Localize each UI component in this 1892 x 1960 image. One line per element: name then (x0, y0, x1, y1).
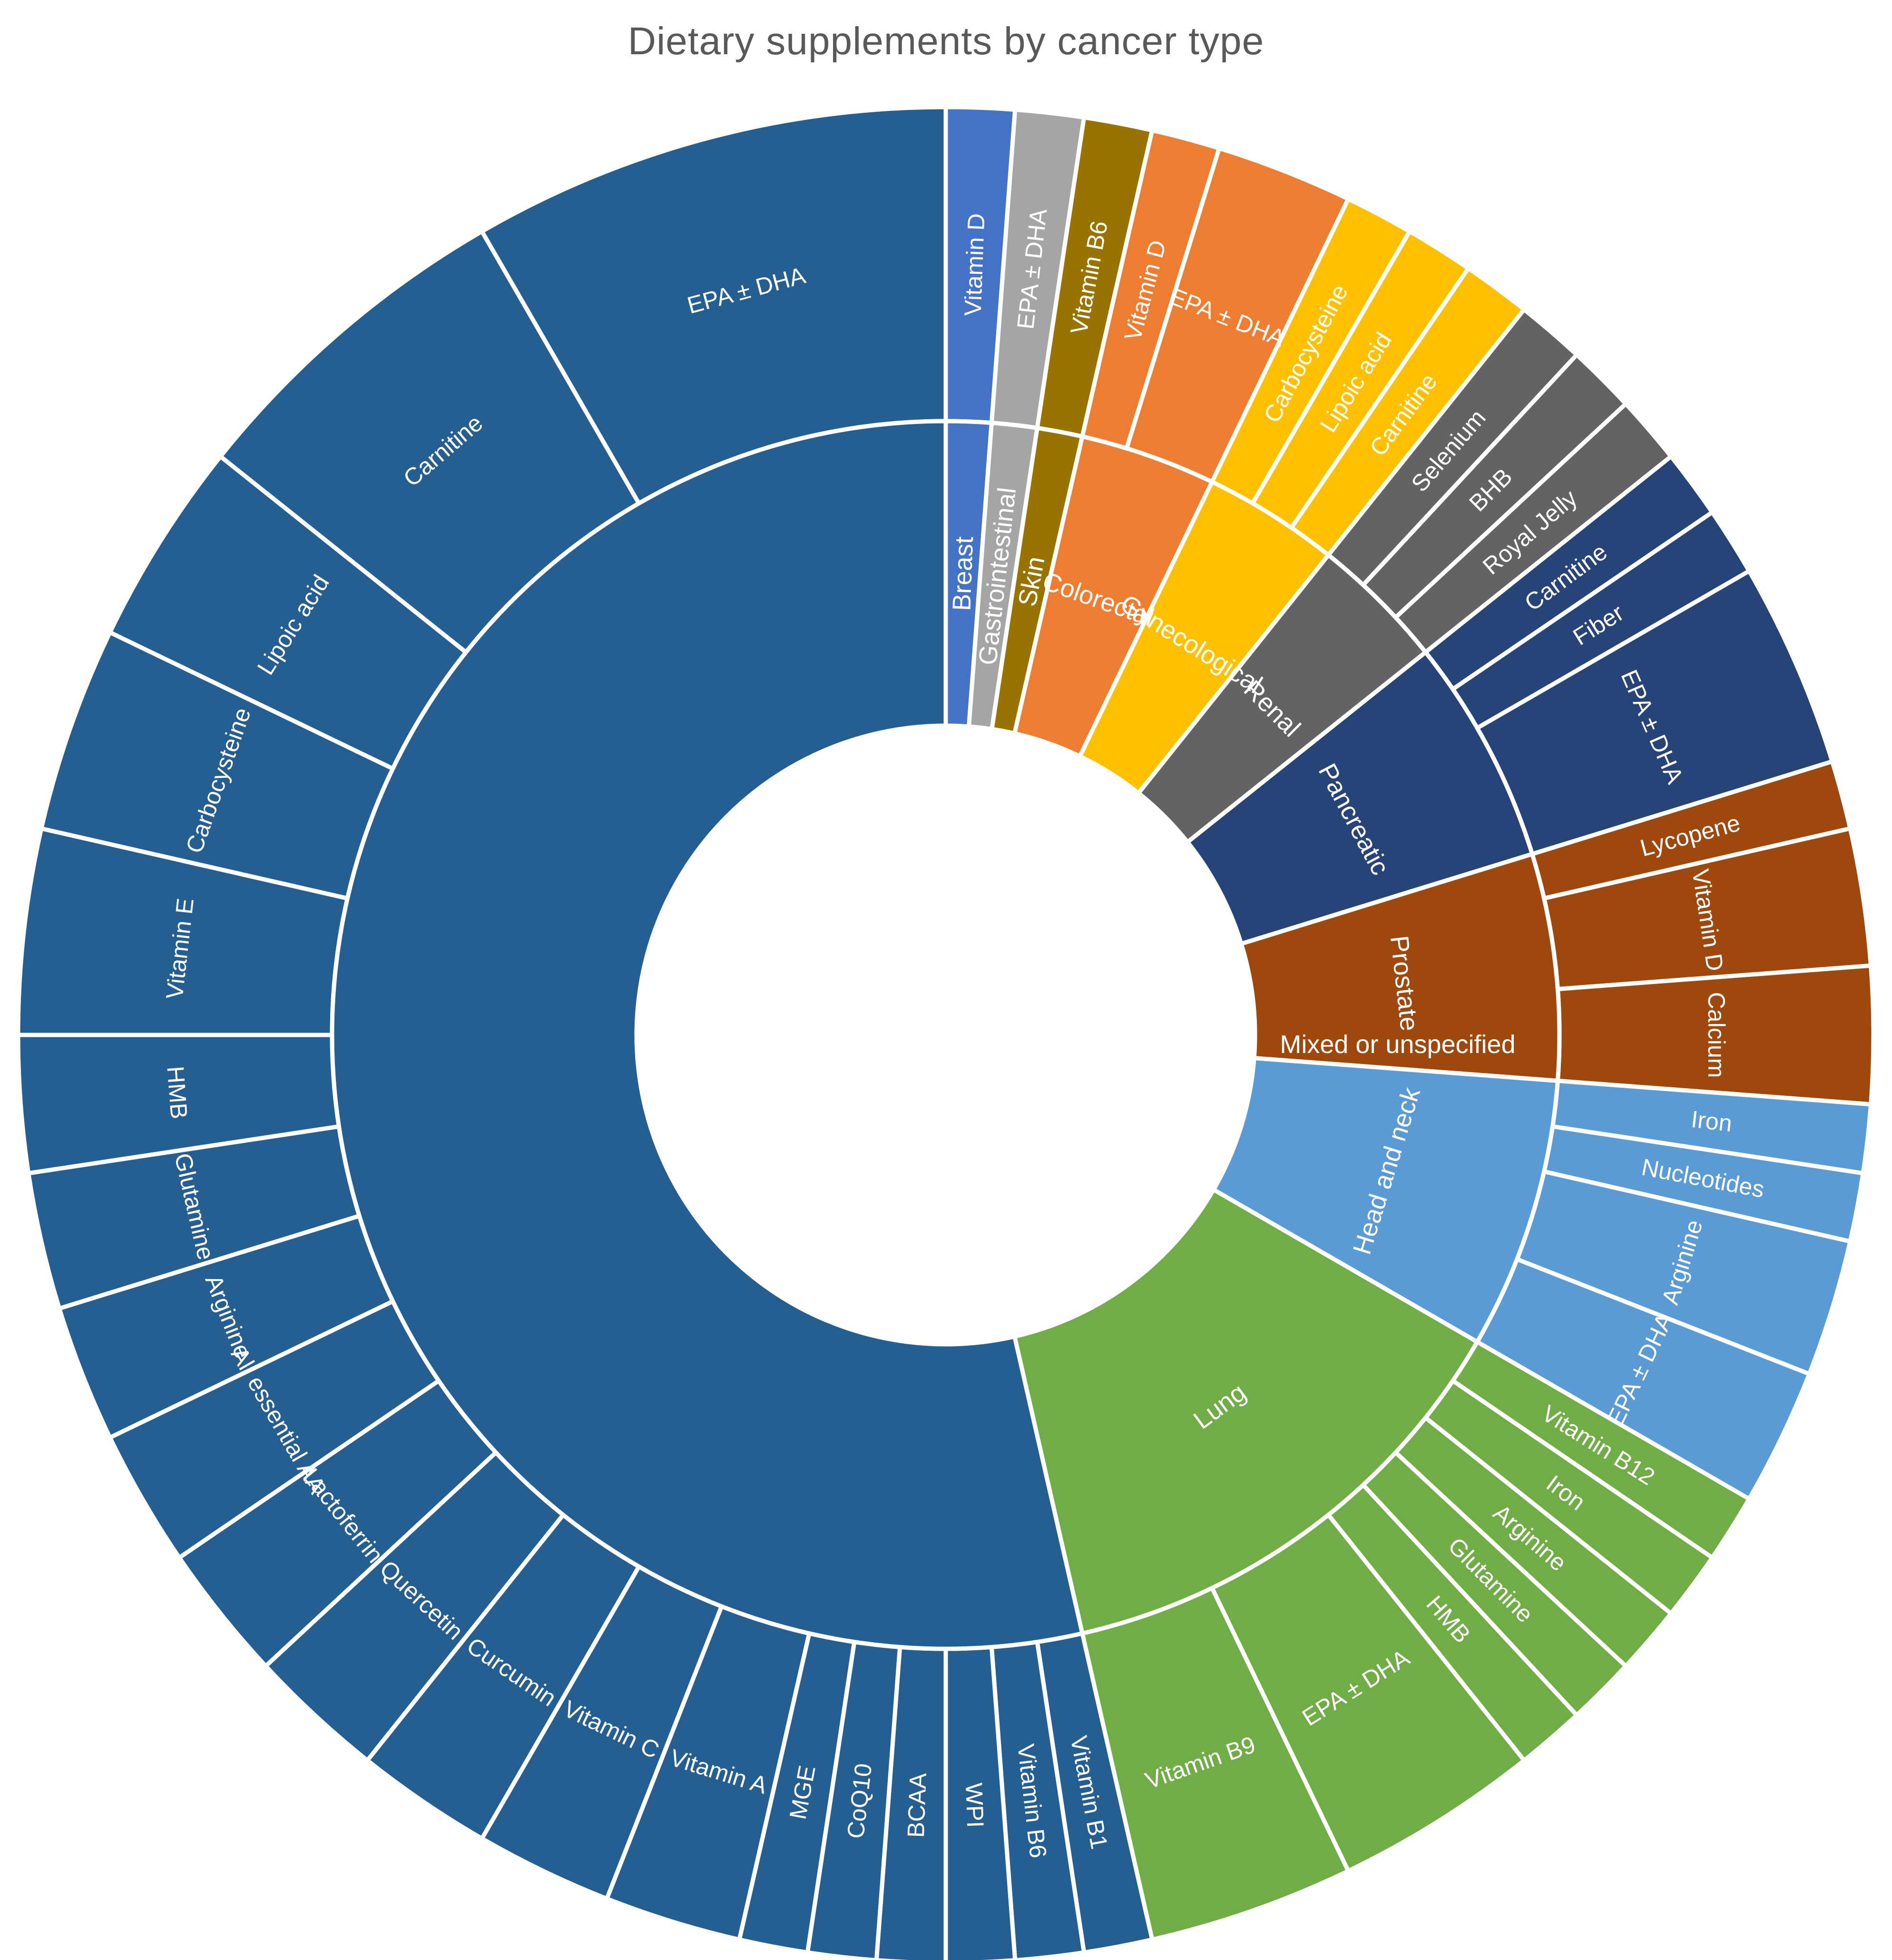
outer-ring (16, 105, 1876, 1960)
category-segment-head-and-neck (1210, 1055, 1560, 1345)
category-label-breast: Breast (947, 536, 979, 611)
chart-title: Dietary supplements by cancer type (627, 20, 1265, 63)
supplement-label-wpi: WPI (961, 1783, 989, 1828)
supplement-label-calcium: Calcium (1703, 992, 1730, 1078)
supplement-label-bcaa: BCAA (902, 1772, 931, 1838)
supplement-label-hmb: HMB (162, 1065, 192, 1120)
category-segment-prostate (1238, 851, 1562, 1083)
inner-ring (330, 419, 1562, 1651)
category-label-mixed-or-unspecified: Mixed or unspecified (1280, 1030, 1515, 1059)
category-segment-lung (1012, 1186, 1480, 1636)
supplement-label-iron: Iron (1690, 1106, 1734, 1137)
category-segment-mixed-or-unspecified (330, 419, 1085, 1651)
category-segment-pancreatic (1184, 649, 1535, 947)
supplement-label-vitamin-d: Vitamin D (960, 213, 990, 316)
